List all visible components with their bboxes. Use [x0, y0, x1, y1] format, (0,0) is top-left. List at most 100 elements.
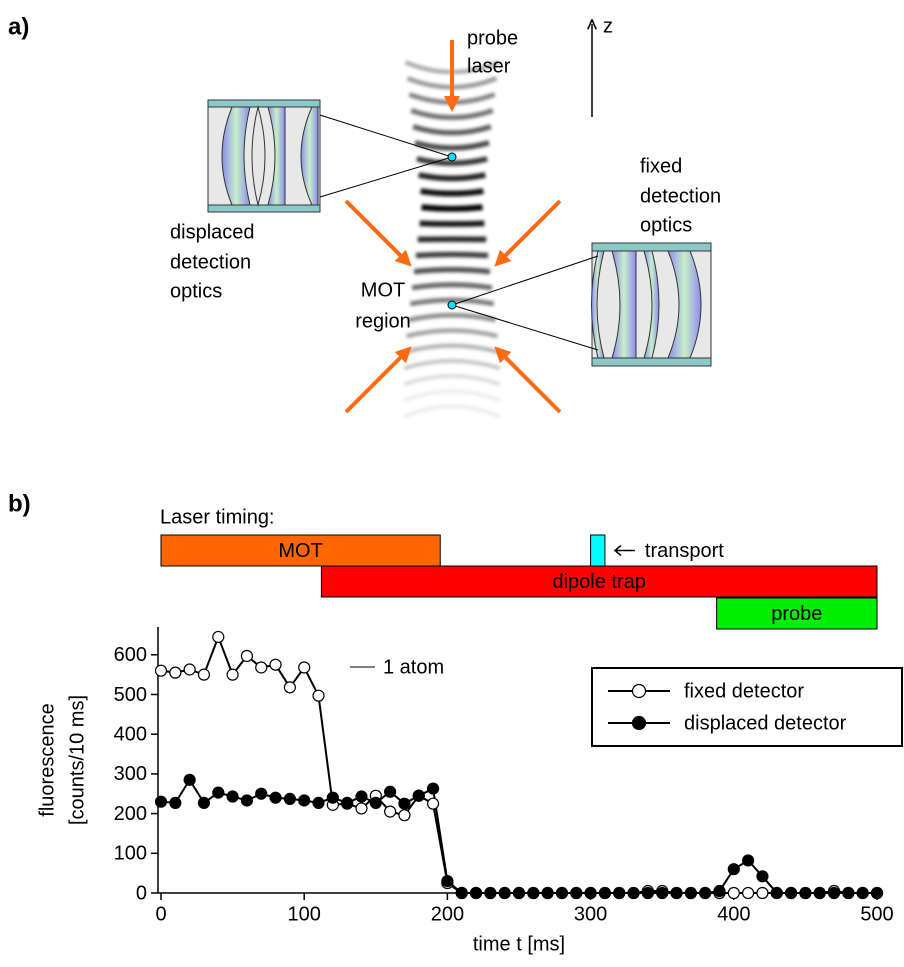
data-point	[756, 886, 769, 900]
data-point	[197, 796, 211, 809]
data-point	[627, 886, 640, 900]
fixed-label: detection	[640, 185, 721, 207]
data-point	[283, 792, 296, 806]
data-point	[784, 886, 798, 900]
data-point	[598, 886, 612, 900]
data-point	[455, 886, 468, 900]
data-point	[727, 863, 740, 876]
scale-bar-label: 1 atom	[383, 656, 444, 678]
fringe	[421, 204, 483, 212]
data-point	[656, 886, 669, 900]
data-point	[269, 791, 282, 804]
fringe	[403, 374, 501, 387]
timing-label: dipole trap	[552, 571, 645, 593]
data-point	[212, 786, 225, 799]
data-point	[183, 773, 196, 786]
data-point	[570, 886, 583, 900]
data-point	[384, 805, 397, 818]
data-point	[369, 796, 382, 809]
displaced-optics	[207, 99, 453, 213]
fringe	[415, 251, 489, 259]
data-point	[670, 886, 683, 900]
data-point	[197, 668, 211, 681]
data-point	[226, 668, 239, 681]
y-tick-label: 0	[136, 882, 147, 904]
data-point	[527, 886, 540, 900]
data-point	[312, 689, 325, 702]
displaced-label: detection	[170, 251, 251, 273]
data-point	[699, 886, 712, 900]
data-point	[799, 886, 812, 900]
displaced-label: displaced	[170, 221, 255, 243]
data-point	[183, 663, 196, 676]
fixed-label: fixed	[640, 155, 682, 177]
x-tick-label: 500	[860, 903, 893, 925]
data-point	[226, 790, 239, 803]
data-point	[240, 649, 254, 663]
data-point	[355, 802, 368, 815]
timing-label: probe	[771, 603, 822, 625]
data-point	[727, 886, 740, 900]
x-tick-label: 100	[288, 903, 321, 925]
atom	[447, 300, 457, 310]
legend-marker	[631, 715, 647, 731]
data-point	[240, 794, 254, 807]
y-tick-label: 200	[114, 803, 147, 825]
y-tick-label: 600	[114, 644, 147, 666]
x-tick-label: 0	[155, 903, 166, 925]
atom	[447, 152, 457, 162]
data-point	[684, 886, 697, 900]
data-point	[842, 886, 855, 900]
fringe	[410, 108, 494, 121]
fringe	[419, 220, 485, 227]
data-point	[298, 794, 311, 807]
panel-label: a)	[8, 13, 29, 40]
data-point	[255, 661, 268, 674]
x-axis-label: time t [ms]	[473, 933, 565, 955]
data-point	[169, 666, 182, 679]
timing-bar	[160, 534, 441, 567]
data-point	[412, 789, 425, 802]
data-point	[398, 809, 411, 822]
fringe	[403, 358, 501, 371]
fringe	[413, 267, 491, 275]
standing-wave	[403, 60, 501, 419]
timing-label: MOT	[278, 540, 322, 562]
data-point	[641, 886, 654, 900]
fixed-label: optics	[640, 214, 692, 236]
probe-label: probe	[467, 27, 518, 49]
panel-label: b)	[8, 490, 31, 517]
data-point	[169, 796, 182, 809]
data-point	[283, 681, 296, 694]
fringe	[403, 404, 501, 419]
fringe	[406, 328, 498, 339]
data-point	[584, 886, 597, 900]
data-point	[255, 787, 268, 800]
data-point	[341, 796, 354, 809]
fringe	[403, 389, 501, 403]
mot-label: region	[355, 310, 411, 332]
data-point	[212, 630, 225, 644]
timing-title: Laser timing:	[160, 506, 275, 528]
data-point	[541, 886, 554, 900]
timing-bar	[320, 565, 878, 598]
laser-arrows	[344, 40, 562, 414]
fringe	[407, 312, 497, 323]
y-tick-label: 400	[114, 723, 147, 745]
data-point	[326, 791, 339, 804]
data-point	[813, 886, 826, 900]
data-point	[154, 795, 168, 808]
y-axis-label: fluorescence	[36, 703, 58, 816]
timing-arrow	[613, 544, 635, 557]
data-point	[398, 797, 411, 810]
data-point	[856, 886, 869, 900]
y-tick-label: 100	[114, 843, 147, 865]
data-point	[154, 664, 168, 677]
y-tick-label: 300	[114, 763, 147, 785]
mot-label: MOT	[361, 279, 405, 301]
timing-label: transport	[645, 540, 724, 562]
y-tick-label: 500	[114, 684, 147, 706]
fringe	[416, 156, 488, 166]
